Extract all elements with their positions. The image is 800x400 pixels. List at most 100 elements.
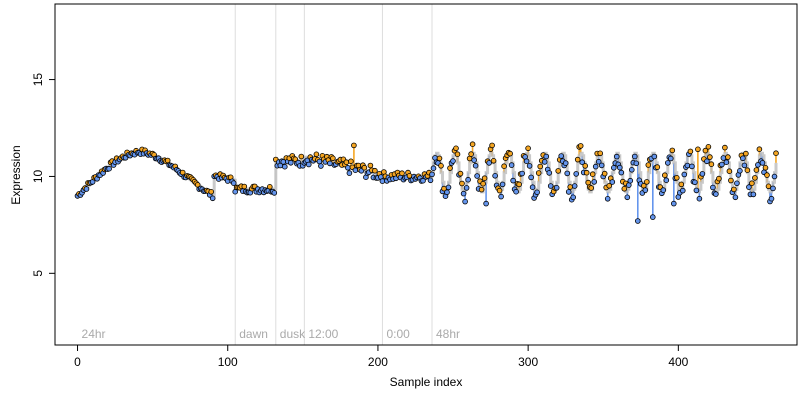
data-point xyxy=(379,178,386,184)
data-point xyxy=(343,159,350,166)
data-point xyxy=(756,146,763,153)
data-point xyxy=(764,172,770,178)
data-point xyxy=(316,158,323,165)
data-point xyxy=(726,168,733,175)
data-point xyxy=(372,167,378,174)
data-point xyxy=(430,165,437,172)
data-point xyxy=(305,161,312,168)
data-point xyxy=(513,188,519,195)
data-point xyxy=(702,147,709,154)
data-point xyxy=(713,191,719,197)
data-point xyxy=(753,167,760,173)
data-point xyxy=(604,196,611,202)
region-labels: 24hr dawn dusk 12:00 0:00 48hr xyxy=(82,327,461,341)
data-point xyxy=(673,175,680,181)
y-tick-label: 15 xyxy=(31,73,45,87)
data-point xyxy=(474,173,480,179)
data-point xyxy=(571,183,578,189)
data-point xyxy=(489,142,495,149)
data-point xyxy=(492,173,498,179)
data-point xyxy=(669,147,676,154)
data-point xyxy=(510,177,516,184)
data-point xyxy=(773,150,779,157)
data-point xyxy=(543,153,549,160)
data-point xyxy=(445,184,452,191)
data-point xyxy=(664,160,671,166)
data-point xyxy=(399,170,405,177)
data-point xyxy=(722,144,728,151)
data-point xyxy=(598,162,605,169)
data-point xyxy=(597,150,603,157)
data-point xyxy=(462,198,468,205)
data-point xyxy=(750,191,757,198)
data-point xyxy=(667,155,674,162)
region-label: 12:00 xyxy=(308,327,338,341)
data-point xyxy=(755,162,761,168)
data-point xyxy=(585,179,591,186)
data-point xyxy=(631,153,638,160)
data-point xyxy=(582,163,588,169)
data-point xyxy=(689,163,695,170)
data-point xyxy=(83,186,90,192)
data-point xyxy=(643,179,650,185)
data-point xyxy=(271,190,278,196)
data-point xyxy=(499,181,506,188)
data-point xyxy=(164,157,171,164)
data-point xyxy=(463,185,470,191)
data-point xyxy=(693,187,700,194)
data-point xyxy=(483,200,489,207)
data-point xyxy=(660,187,667,193)
data-point xyxy=(567,184,573,190)
data-point xyxy=(663,177,670,184)
data-point xyxy=(591,179,597,185)
data-point xyxy=(525,145,531,152)
data-point xyxy=(490,158,497,164)
data-point xyxy=(642,187,649,193)
data-point xyxy=(654,164,661,170)
data-point xyxy=(352,167,359,174)
data-point xyxy=(535,170,542,176)
data-point xyxy=(345,165,351,171)
data-point xyxy=(606,183,612,189)
data-point xyxy=(327,160,333,167)
data-point xyxy=(771,173,778,180)
data-point xyxy=(741,162,748,169)
data-point xyxy=(281,163,288,170)
data-point xyxy=(684,162,691,169)
data-point xyxy=(348,158,354,165)
data-point xyxy=(740,155,746,162)
data-point xyxy=(723,159,730,166)
data-point xyxy=(589,171,596,178)
data-point xyxy=(681,171,688,178)
data-point xyxy=(583,169,590,176)
data-point xyxy=(579,159,585,166)
data-point xyxy=(564,170,570,177)
data-point xyxy=(454,151,461,158)
data-point xyxy=(537,163,543,170)
data-point xyxy=(728,177,734,184)
data-point xyxy=(526,163,533,169)
x-tick-label: 400 xyxy=(668,355,688,369)
data-point xyxy=(634,218,641,224)
data-point xyxy=(649,214,656,220)
data-point xyxy=(546,170,552,176)
y-tick-label: 5 xyxy=(31,270,45,277)
data-point xyxy=(573,171,579,177)
data-point xyxy=(705,144,712,150)
data-point xyxy=(710,184,716,191)
data-point xyxy=(768,195,775,202)
data-point xyxy=(106,165,112,172)
data-point xyxy=(481,175,488,182)
data-point xyxy=(708,161,715,168)
data-point xyxy=(633,160,640,167)
data-point xyxy=(498,193,504,200)
data-point xyxy=(457,170,464,177)
region-label: dusk xyxy=(280,327,306,341)
data-point xyxy=(460,190,467,197)
x-tick-label: 200 xyxy=(368,355,388,369)
data-point xyxy=(555,168,561,174)
region-label: dawn xyxy=(239,327,268,341)
data-point xyxy=(746,184,752,190)
data-point xyxy=(471,157,477,163)
x-tick-label: 0 xyxy=(74,355,81,369)
